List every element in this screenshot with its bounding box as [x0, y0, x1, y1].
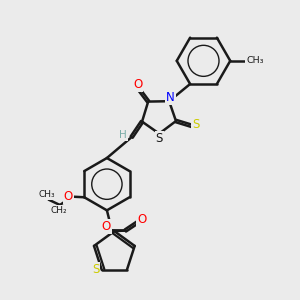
Text: S: S: [155, 132, 163, 145]
Text: O: O: [133, 78, 142, 91]
Text: O: O: [64, 190, 73, 203]
Text: N: N: [166, 91, 175, 104]
Text: S: S: [92, 263, 100, 276]
Text: CH₂: CH₂: [51, 206, 67, 215]
Text: CH₃: CH₃: [246, 56, 264, 65]
Text: O: O: [137, 213, 147, 226]
Text: H: H: [119, 130, 127, 140]
Text: O: O: [102, 220, 111, 233]
Text: S: S: [192, 118, 200, 131]
Text: CH₃: CH₃: [39, 190, 56, 199]
